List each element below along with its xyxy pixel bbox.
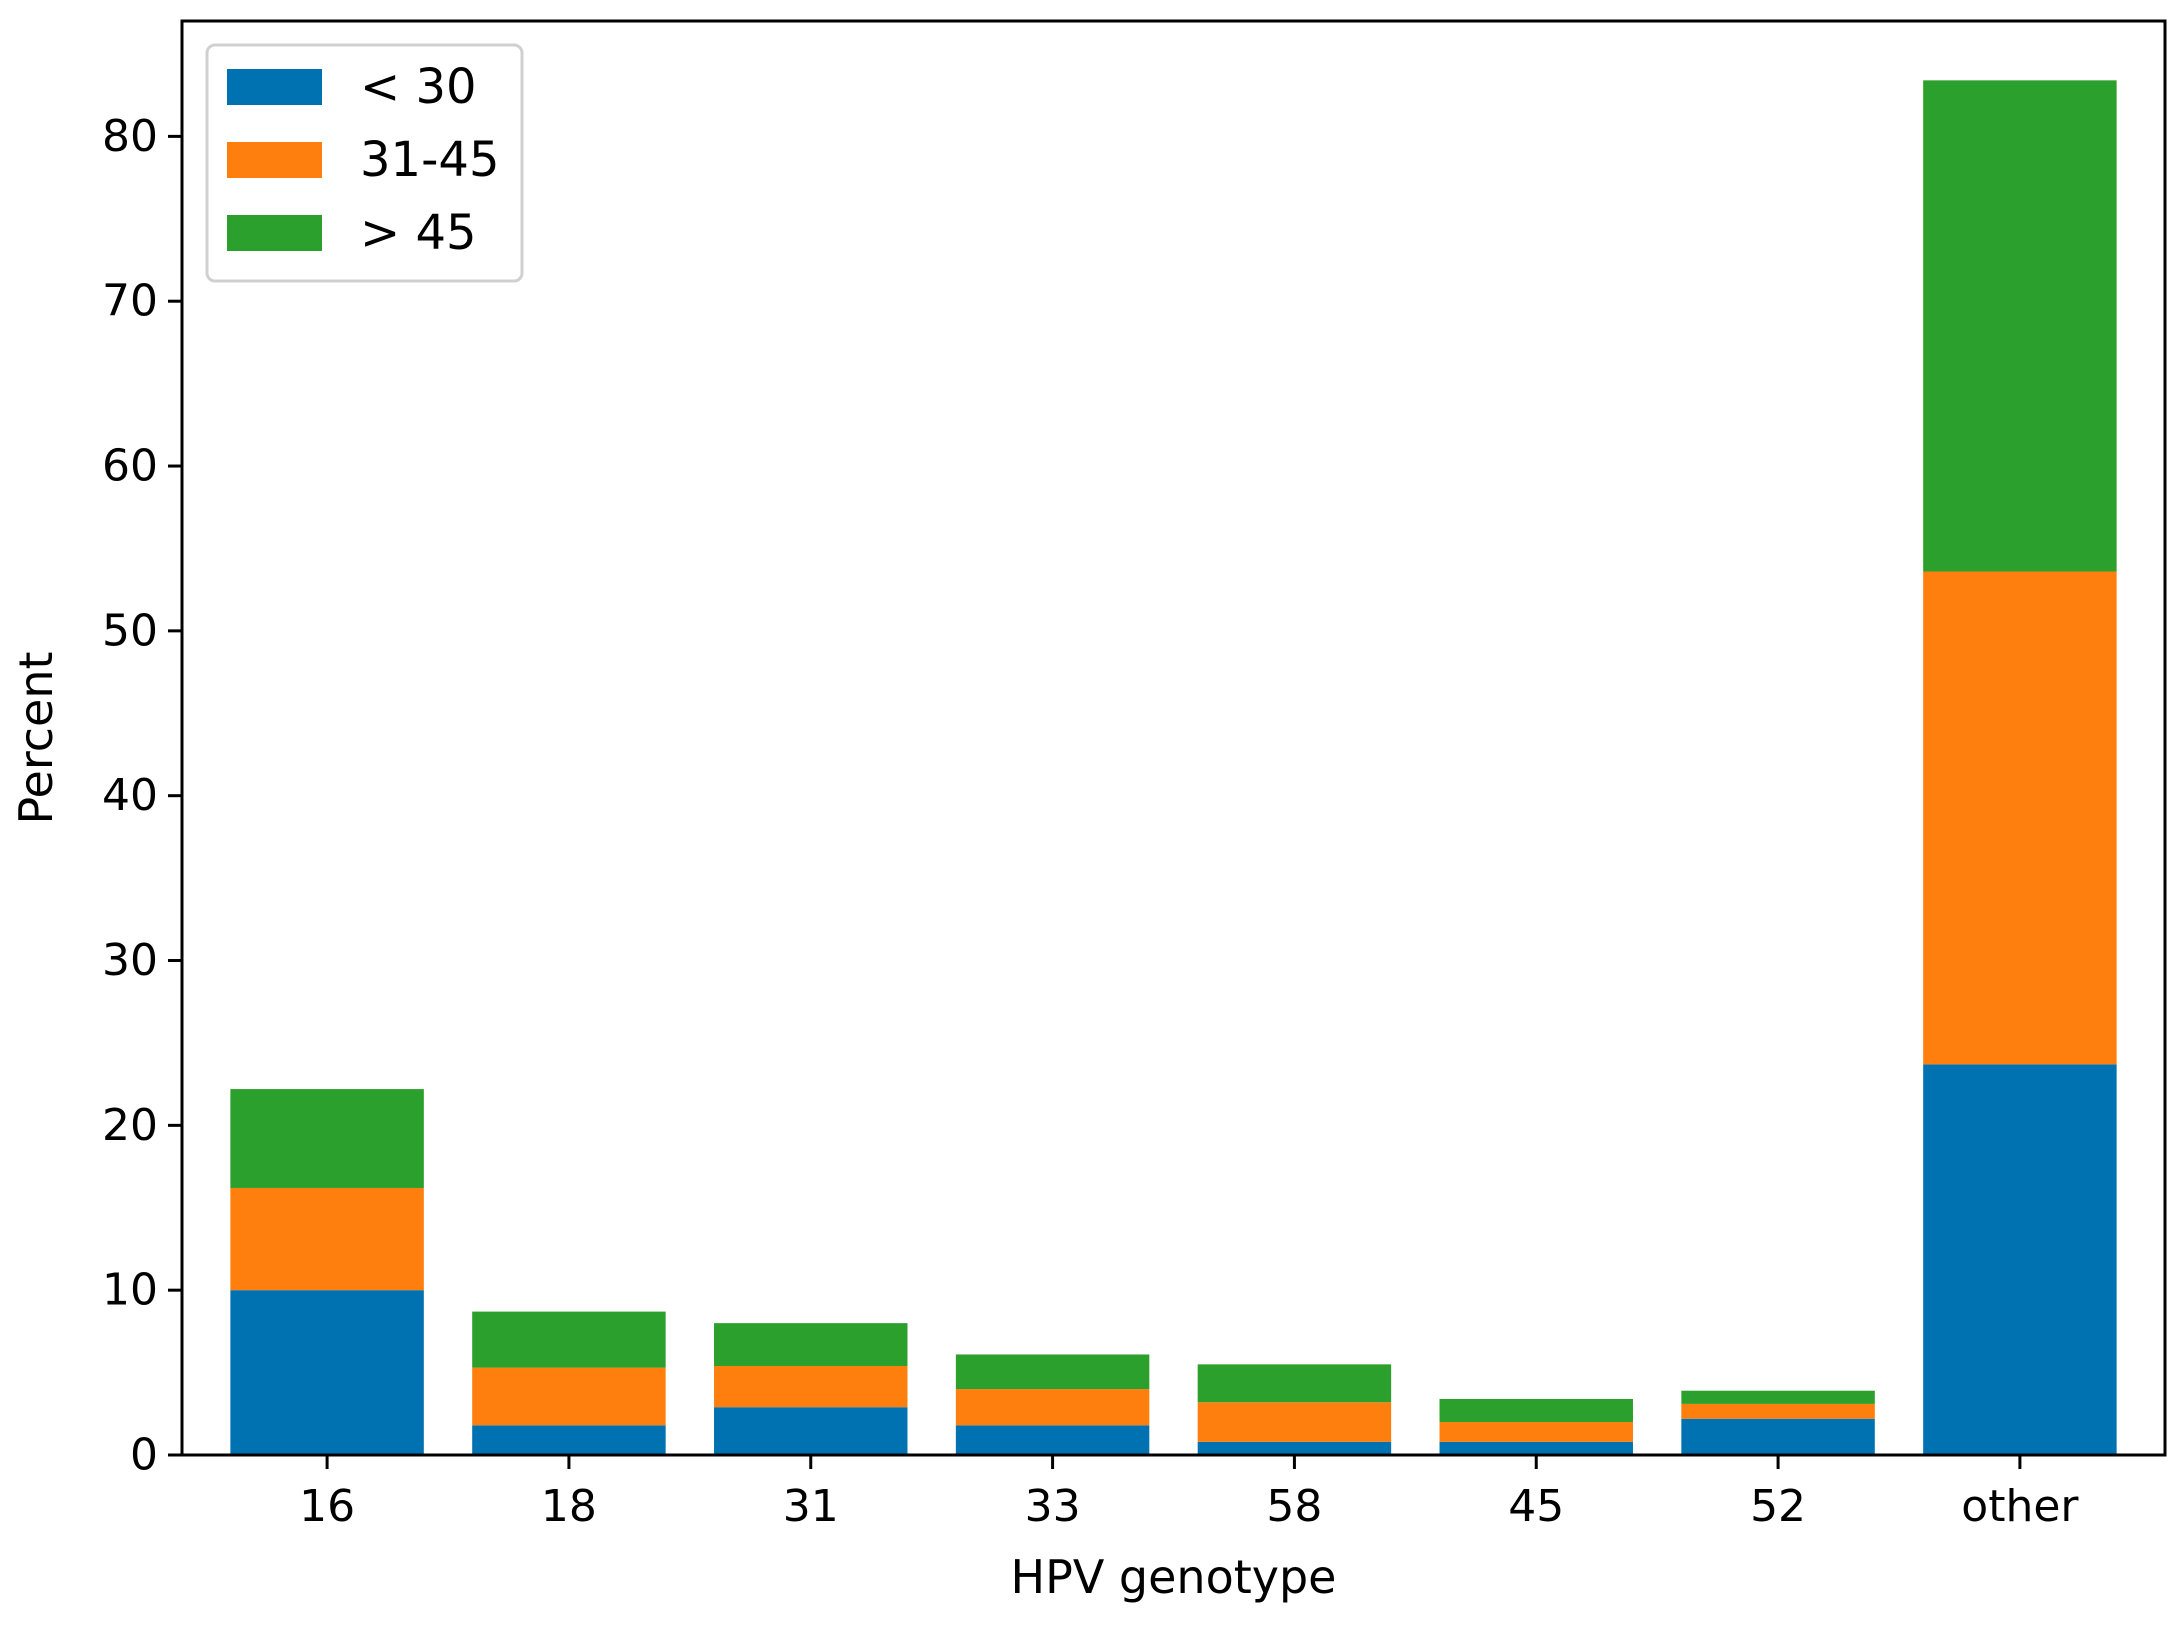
y-tick-label: 50 [102,605,158,656]
x-tick-label: 45 [1508,1481,1564,1532]
plot-frame [180,19,2167,1457]
bar-segment [230,1290,424,1455]
bar-segment [230,1187,424,1291]
y-tick-label: 20 [102,1100,158,1151]
y-tick-label: 70 [102,276,158,327]
bar-segment [472,1367,666,1426]
x-tick-label: 58 [1266,1481,1322,1532]
legend-label: 31-45 [360,132,499,188]
bar-segment [1681,1403,1875,1419]
x-tick-label: other [1961,1481,2079,1532]
bar-segment [714,1323,908,1366]
y-tick-label: 30 [102,935,158,986]
x-tick-label: 18 [541,1481,597,1532]
bar-segment [230,1089,424,1188]
bar-segment [1197,1441,1392,1455]
legend-label: < 30 [360,59,477,115]
x-axis-label: HPV genotype [1011,1550,1337,1604]
legend: < 30 31-45 > 45 [205,43,524,283]
bar-segment [1197,1364,1392,1403]
y-tick-label: 0 [130,1430,158,1481]
legend-swatch [227,215,322,251]
bar-segment [955,1389,1150,1426]
x-tick-label: 52 [1750,1481,1806,1532]
bar-segment [714,1365,908,1408]
y-tick-label: 60 [102,441,158,492]
bar-segment [1439,1422,1633,1442]
legend-swatch [227,142,322,178]
bar-segment [1923,571,2117,1065]
bar-segment [1681,1418,1875,1455]
bar-segment [1923,80,2117,572]
bar-segment [472,1311,666,1368]
legend-label: > 45 [360,205,477,261]
legend-swatch [227,69,322,105]
y-axis-label: Percent [9,651,63,824]
y-tick-label: 80 [102,111,158,162]
bar-segment [1197,1402,1392,1442]
bar-segment [955,1354,1150,1390]
x-tick-label: 33 [1025,1481,1081,1532]
bars-layer [230,80,2117,1455]
bar-segment [1681,1390,1875,1404]
bar-segment [1439,1441,1633,1455]
bar-segment [1439,1398,1633,1423]
bar-segment [1923,1064,2117,1455]
y-tick-label: 10 [102,1265,158,1316]
bar-segment [714,1407,908,1455]
x-tick-label: 16 [299,1481,355,1532]
x-axis: 16 18 31 33 58 45 52 other [299,1455,2079,1532]
y-axis: 0 10 20 30 40 50 60 70 80 [102,111,182,1481]
y-tick-label: 40 [102,770,158,821]
bar-segment [472,1425,666,1455]
x-tick-label: 31 [783,1481,839,1532]
bar-segment [955,1425,1150,1455]
